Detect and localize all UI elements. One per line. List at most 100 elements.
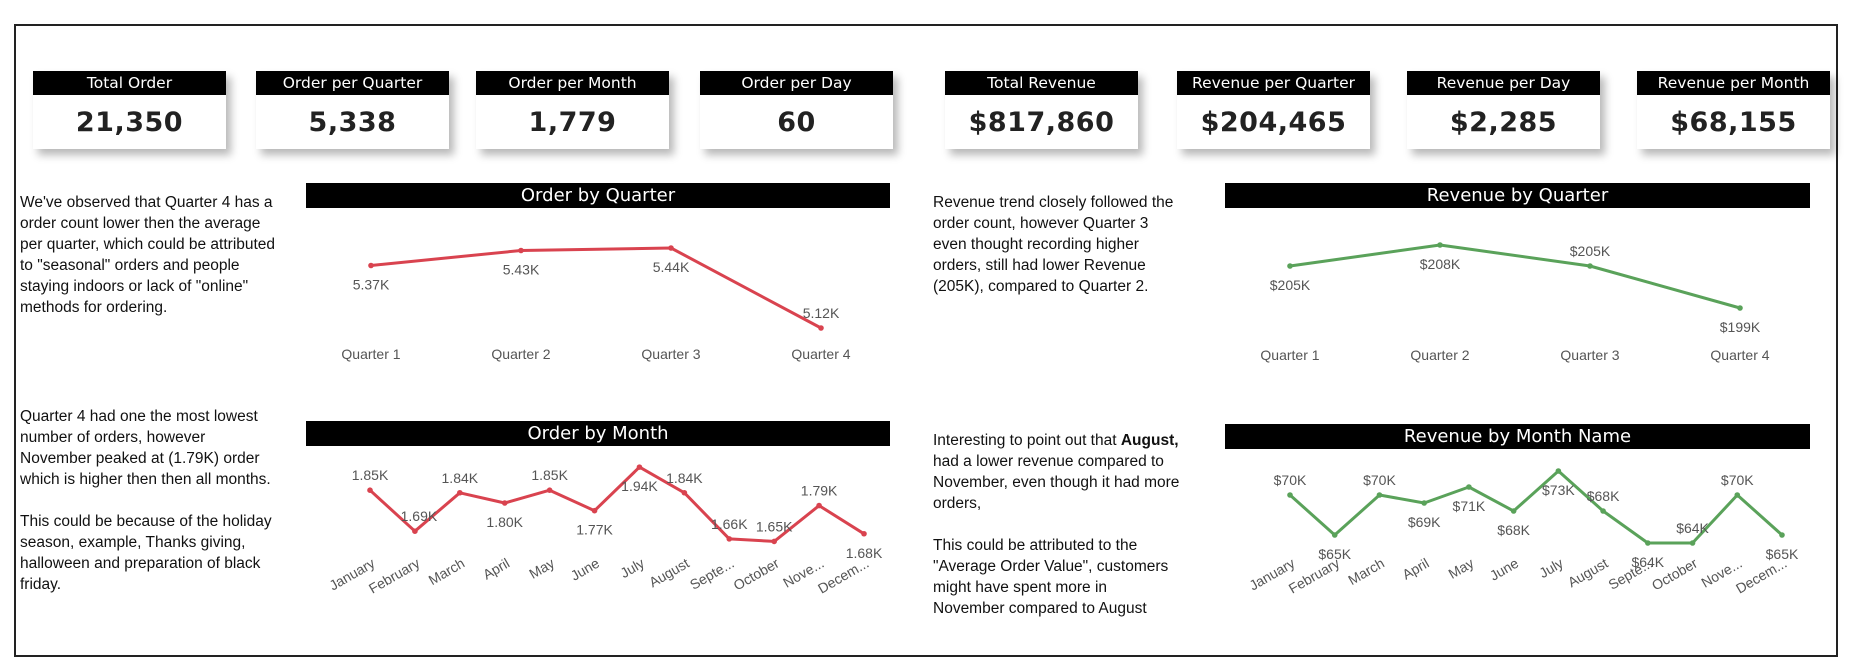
kpi-card-order-per-month[interactable]: Order per Month 1,779 bbox=[476, 71, 669, 149]
x-tick-label: April bbox=[1399, 555, 1431, 583]
data-label: $64K bbox=[1676, 520, 1709, 536]
data-label: $205K bbox=[1570, 243, 1611, 259]
data-point bbox=[1376, 492, 1383, 498]
kpi-value: 1,779 bbox=[528, 107, 617, 138]
chart-title-revenue-quarter: Revenue by Quarter bbox=[1225, 183, 1810, 208]
kpi-card-revenue-per-quarter[interactable]: Revenue per Quarter $204,465 bbox=[1177, 71, 1370, 149]
kpi-value: $68,155 bbox=[1670, 107, 1797, 138]
data-point bbox=[546, 487, 553, 493]
series-line bbox=[370, 246, 822, 330]
data-label: $70K bbox=[1363, 472, 1396, 488]
data-label: 1.80K bbox=[486, 514, 523, 530]
data-point bbox=[501, 500, 508, 506]
data-point bbox=[591, 507, 598, 514]
data-point bbox=[861, 530, 867, 537]
kpi-value: 5,338 bbox=[308, 107, 397, 138]
kpi-value: 21,350 bbox=[75, 107, 184, 138]
series-line bbox=[1288, 469, 1784, 545]
series-line bbox=[368, 465, 865, 543]
x-tick-label: Quarter 2 bbox=[1410, 347, 1469, 363]
data-point bbox=[668, 245, 674, 251]
kpi-label: Order per Quarter bbox=[256, 71, 449, 95]
revenue-by-quarter-chart[interactable]: $205K $208K $205K $199K Quarter 1 Quarter 2 Qu… bbox=[1225, 210, 1810, 370]
x-tick-label: Decem... bbox=[815, 555, 872, 597]
data-label: $64K bbox=[1631, 554, 1664, 570]
x-tick-label: Septe... bbox=[1606, 555, 1656, 593]
x-tick-label: July bbox=[617, 555, 647, 581]
data-label: 5.12K bbox=[803, 305, 840, 321]
note-text: Interesting to point out that August, ha… bbox=[933, 430, 1181, 514]
note-text-part: had a lower revenue compared to November… bbox=[933, 453, 1180, 512]
note-text: This could be because of the holiday sea… bbox=[20, 513, 272, 593]
x-tick-label: June bbox=[1487, 555, 1521, 584]
x-tick-label: Quarter 4 bbox=[1710, 347, 1769, 363]
data-point bbox=[518, 247, 524, 254]
data-point bbox=[367, 487, 373, 493]
kpi-value: 60 bbox=[777, 107, 816, 138]
data-point bbox=[816, 502, 822, 509]
kpi-card-total-order[interactable]: Total Order 21,350 bbox=[33, 71, 226, 149]
data-point bbox=[1466, 484, 1472, 490]
data-point bbox=[818, 325, 824, 331]
order-by-month-chart[interactable]: 1.85K 1.69K 1.84K 1.80K 1.85K 1.77K 1.94K 1.84K… bbox=[306, 448, 890, 618]
note-text: We've observed that Quarter 4 has a orde… bbox=[20, 194, 276, 316]
x-tick-label: March bbox=[1345, 555, 1387, 588]
x-tick-label: Quarter 2 bbox=[491, 346, 550, 362]
data-point bbox=[1587, 263, 1593, 269]
data-point bbox=[1287, 492, 1293, 498]
data-label: $65K bbox=[1318, 546, 1351, 562]
kpi-card-revenue-per-month[interactable]: Revenue per Month $68,155 bbox=[1637, 71, 1830, 149]
data-point bbox=[1689, 540, 1696, 546]
data-point bbox=[1510, 508, 1517, 514]
x-tick-label: June bbox=[568, 555, 602, 584]
data-label: $71K bbox=[1453, 498, 1486, 514]
data-point bbox=[726, 536, 733, 542]
kpi-value: $817,860 bbox=[968, 107, 1115, 138]
data-label: 5.37K bbox=[353, 277, 390, 293]
data-label: 1.66K bbox=[711, 516, 748, 532]
note-text-bold: August, bbox=[1120, 432, 1179, 449]
kpi-card-revenue-per-day[interactable]: Revenue per Day $2,285 bbox=[1407, 71, 1600, 149]
revenue-by-month-chart[interactable]: $70K $65K $70K $69K $71K $68K $73K $68K $64K $64K… bbox=[1225, 451, 1810, 621]
kpi-card-order-per-quarter[interactable]: Order per Quarter 5,338 bbox=[256, 71, 449, 149]
data-point bbox=[1737, 305, 1743, 311]
data-label: $68K bbox=[1497, 522, 1530, 538]
note-order-quarter: We've observed that Quarter 4 has a orde… bbox=[20, 192, 276, 318]
data-label: 1.85K bbox=[352, 467, 389, 483]
kpi-label: Total Revenue bbox=[945, 71, 1138, 95]
data-label: 1.65K bbox=[756, 518, 793, 534]
note-text: Revenue trend closely followed the order… bbox=[933, 194, 1174, 295]
note-text: This could be attributed to the "Average… bbox=[933, 537, 1169, 617]
data-label: 1.68K bbox=[846, 545, 883, 561]
kpi-card-total-revenue[interactable]: Total Revenue $817,860 bbox=[945, 71, 1138, 149]
x-tick-label: Quarter 4 bbox=[791, 346, 850, 362]
data-label: $70K bbox=[1274, 472, 1307, 488]
x-tick-label: July bbox=[1536, 555, 1566, 581]
x-tick-label: May bbox=[526, 555, 557, 582]
x-tick-label: May bbox=[1446, 555, 1477, 582]
kpi-label: Order per Month bbox=[476, 71, 669, 95]
data-point bbox=[1421, 500, 1427, 506]
x-tick-label: August bbox=[646, 555, 692, 591]
note-order-month: Quarter 4 had one the most lowest number… bbox=[20, 406, 276, 595]
x-tick-label: March bbox=[426, 555, 468, 588]
order-by-quarter-chart[interactable]: 5.37K 5.43K 5.44K 5.12K Quarter 1 Quarter 2 Qu… bbox=[306, 210, 890, 370]
x-tick-label: October bbox=[731, 555, 782, 594]
data-point bbox=[1287, 263, 1293, 269]
data-label: 1.84K bbox=[666, 470, 703, 486]
x-tick-label: Quarter 3 bbox=[1560, 347, 1619, 363]
data-label: $205K bbox=[1270, 277, 1311, 293]
data-label: 5.43K bbox=[503, 262, 540, 278]
data-point bbox=[457, 489, 463, 496]
x-tick-label: February bbox=[1286, 555, 1343, 597]
series-line bbox=[1289, 243, 1741, 310]
data-label: $70K bbox=[1721, 472, 1754, 488]
data-label: 1.69K bbox=[401, 508, 438, 524]
data-point bbox=[1437, 242, 1443, 248]
data-point bbox=[1734, 492, 1741, 498]
kpi-card-order-per-day[interactable]: Order per Day 60 bbox=[700, 71, 893, 149]
note-revenue-month: Interesting to point out that August, ha… bbox=[933, 430, 1181, 619]
data-label: 1.77K bbox=[576, 522, 613, 538]
x-tick-label: April bbox=[480, 555, 512, 583]
data-label: $199K bbox=[1720, 319, 1761, 335]
